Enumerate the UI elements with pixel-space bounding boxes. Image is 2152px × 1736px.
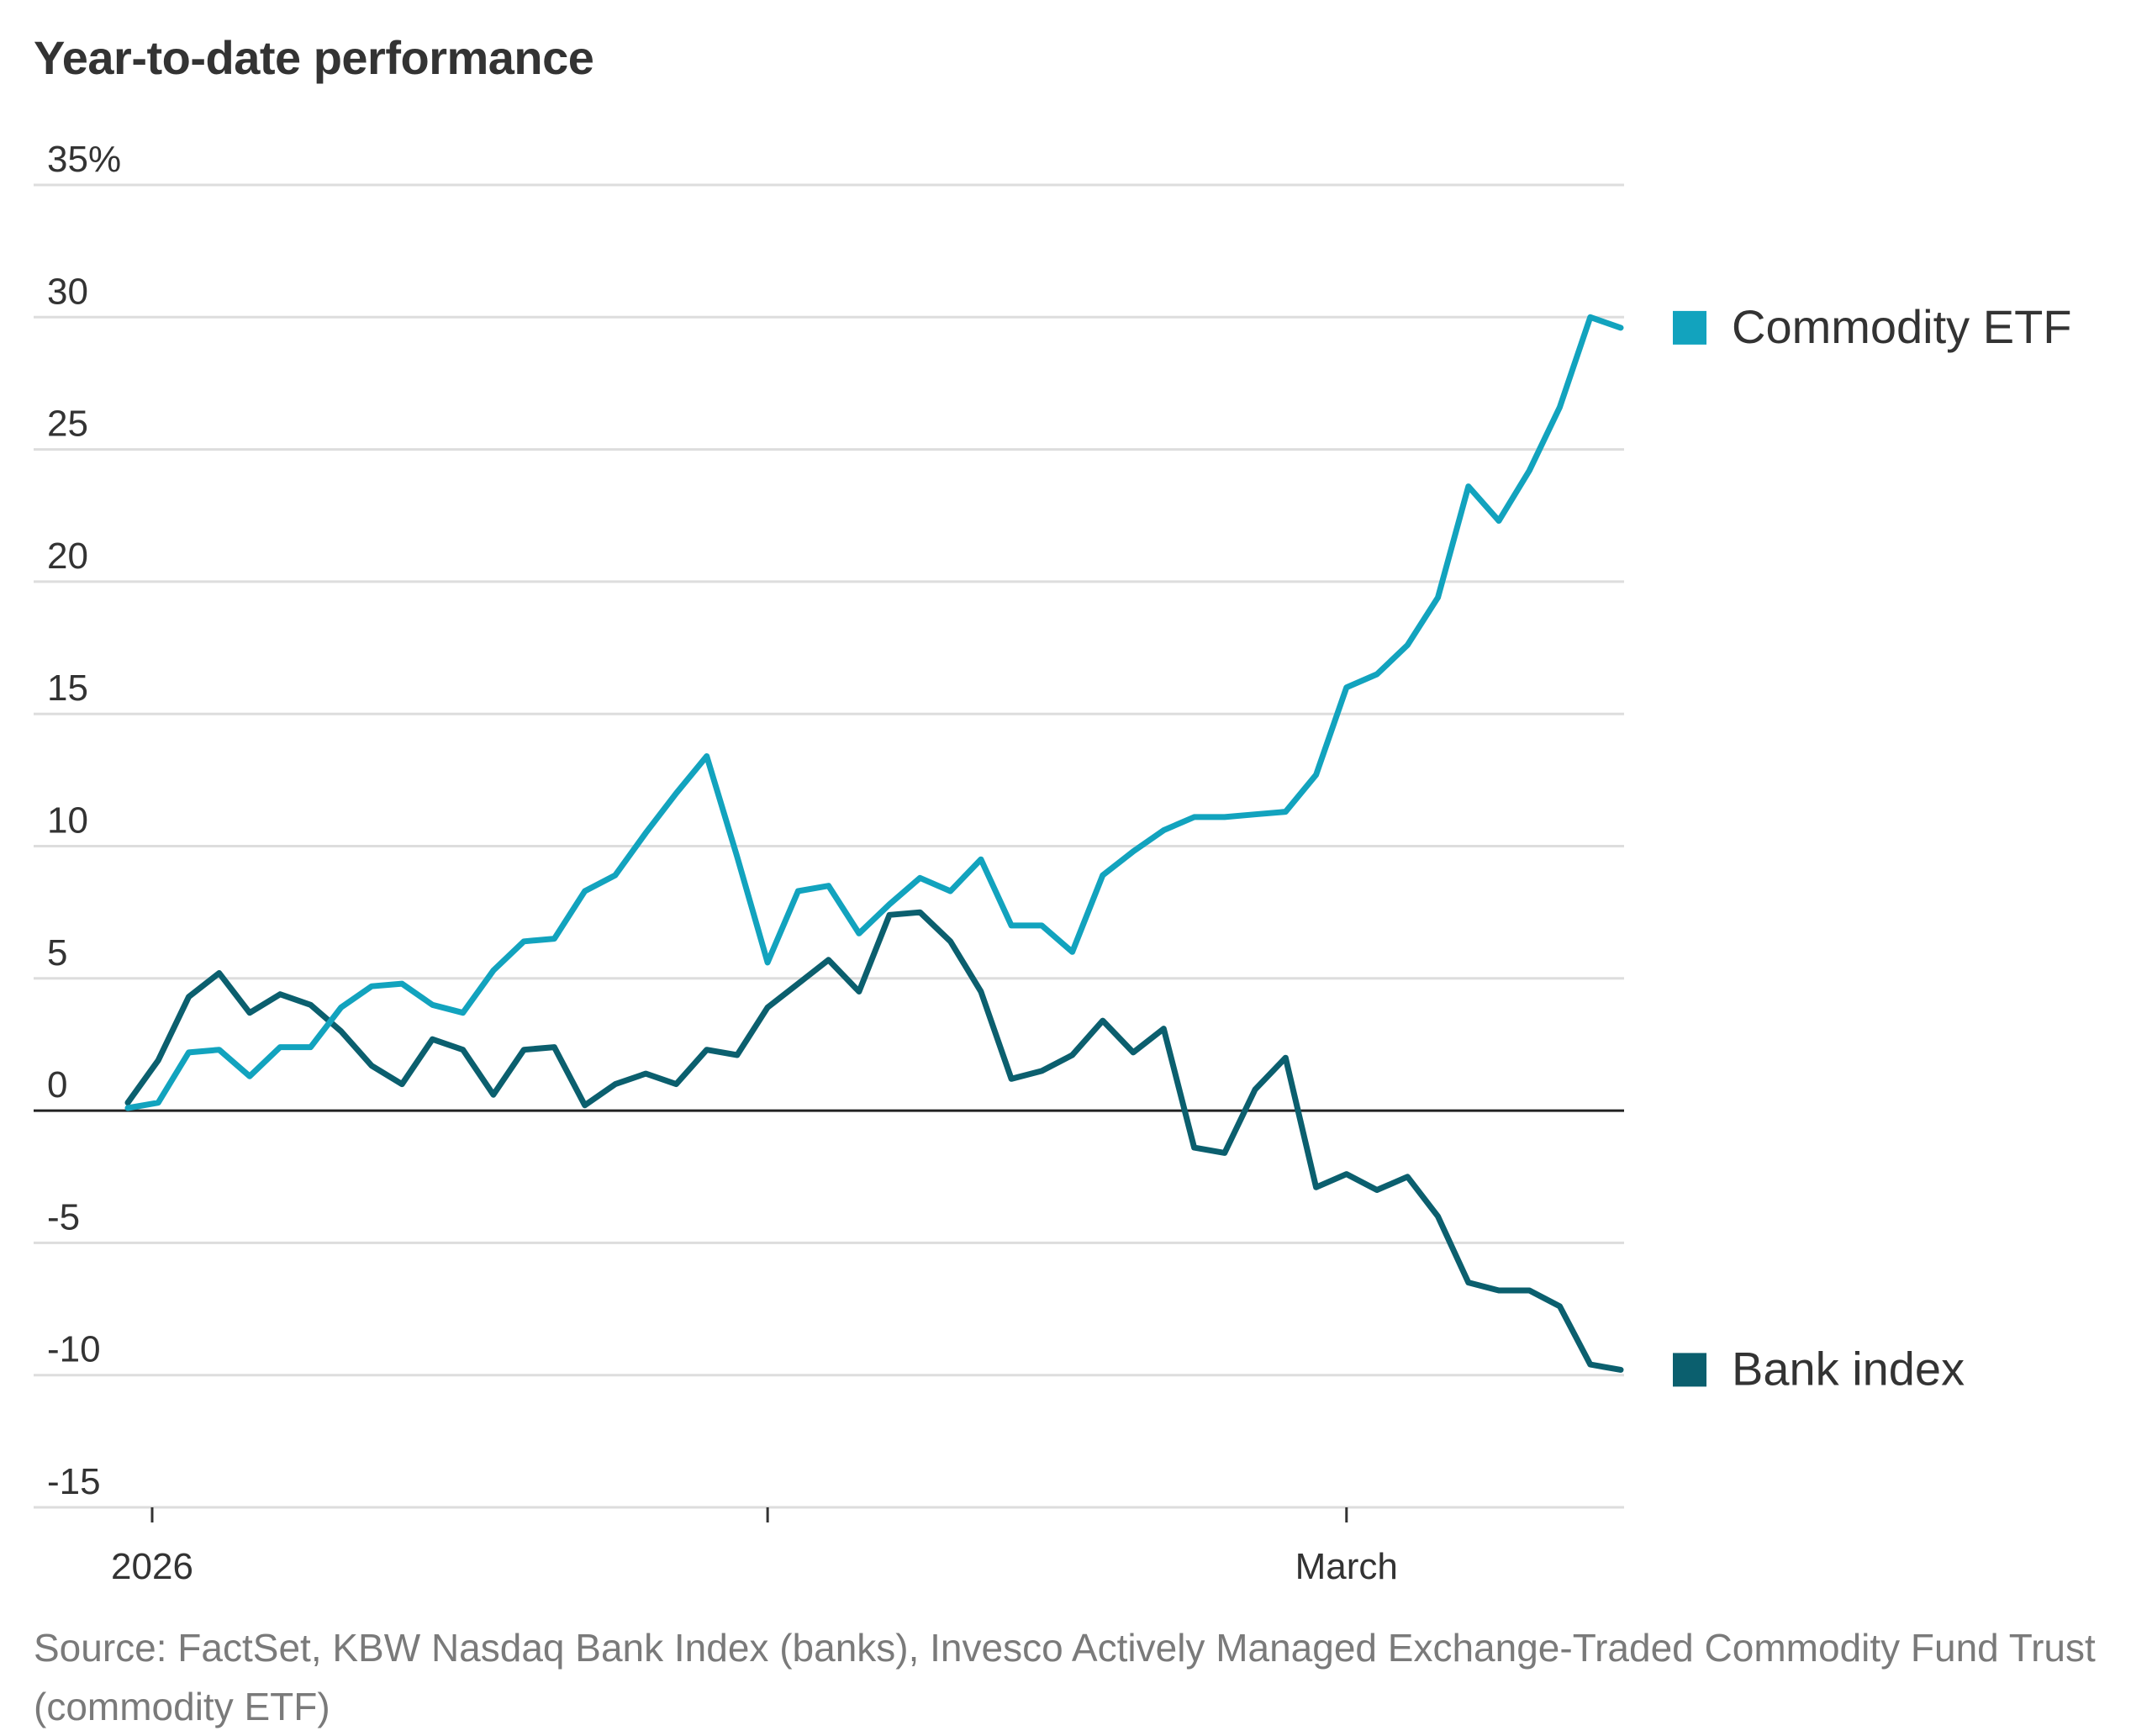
x-tick-label: March: [1295, 1546, 1398, 1587]
x-tick-label: 2026: [111, 1546, 193, 1587]
legend: Commodity ETF Bank index: [1673, 300, 2072, 1395]
y-tick-label: 10: [47, 800, 88, 842]
legend-label-commodity-etf: Commodity ETF: [1732, 300, 2072, 353]
y-tick-label: 35%: [47, 139, 121, 180]
series-line-commodity-etf: [124, 314, 1624, 1111]
y-tick-label: -10: [47, 1329, 101, 1370]
legend-swatch-bank-index: [1673, 1353, 1706, 1387]
y-tick-label: 0: [47, 1064, 67, 1105]
series-lines: [124, 314, 1624, 1373]
line-chart: 35% 30 25 20 15 10 5 0 -5 -10 -15 2026 March Commod…: [34, 139, 2072, 1587]
x-axis: 2026 March: [111, 1507, 1398, 1587]
series-line-bank-index: [124, 909, 1624, 1373]
legend-swatch-commodity-etf: [1673, 310, 1706, 345]
gridlines: [34, 183, 1624, 1509]
y-tick-label: -5: [47, 1196, 80, 1237]
source-note: Source: FactSet, KBW Nasdaq Bank Index (…: [34, 1626, 2096, 1728]
y-tick-label: 5: [47, 932, 67, 974]
y-axis-labels: 35% 30 25 20 15 10 5 0 -5 -10 -15: [47, 139, 121, 1502]
y-tick-label: -15: [47, 1461, 101, 1502]
y-tick-label: 30: [47, 271, 88, 312]
y-tick-label: 20: [47, 536, 88, 577]
legend-label-bank-index: Bank index: [1732, 1342, 1965, 1395]
chart-title: Year-to-date performance: [34, 31, 594, 84]
y-tick-label: 15: [47, 667, 88, 709]
y-tick-label: 25: [47, 404, 88, 445]
